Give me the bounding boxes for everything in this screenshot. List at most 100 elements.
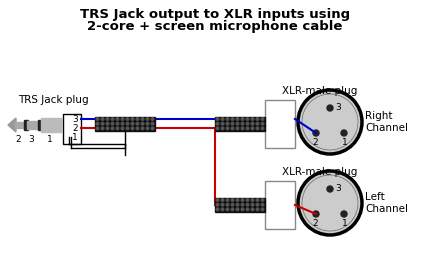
Circle shape: [221, 122, 224, 125]
Circle shape: [246, 199, 249, 201]
Circle shape: [261, 208, 264, 211]
Circle shape: [246, 118, 249, 120]
Bar: [63, 114, 81, 144]
Circle shape: [221, 208, 224, 211]
Circle shape: [256, 127, 259, 130]
Circle shape: [141, 127, 144, 130]
Circle shape: [298, 171, 362, 235]
Circle shape: [216, 118, 219, 120]
Circle shape: [246, 203, 249, 206]
Circle shape: [121, 127, 124, 130]
Circle shape: [226, 203, 229, 206]
Circle shape: [313, 211, 319, 217]
Circle shape: [251, 118, 254, 120]
Text: 3: 3: [335, 184, 341, 192]
Circle shape: [236, 208, 239, 211]
Text: 3: 3: [28, 135, 34, 144]
Circle shape: [261, 199, 264, 201]
Circle shape: [251, 203, 254, 206]
Circle shape: [116, 127, 119, 130]
Circle shape: [241, 122, 244, 125]
Circle shape: [106, 118, 109, 120]
Circle shape: [251, 199, 254, 201]
Circle shape: [236, 199, 239, 201]
Text: 2: 2: [15, 135, 21, 144]
Circle shape: [241, 199, 244, 201]
Circle shape: [251, 208, 254, 211]
Bar: [215, 198, 265, 212]
Circle shape: [141, 118, 144, 120]
Circle shape: [146, 122, 149, 125]
Circle shape: [261, 122, 264, 125]
Circle shape: [131, 127, 134, 130]
Text: 2-core + screen microphone cable: 2-core + screen microphone cable: [87, 20, 343, 33]
Circle shape: [327, 105, 333, 111]
Text: 2: 2: [312, 219, 318, 228]
Circle shape: [151, 118, 154, 120]
Circle shape: [256, 208, 259, 211]
Bar: [265, 100, 295, 148]
Circle shape: [126, 127, 129, 130]
Circle shape: [111, 122, 114, 125]
Circle shape: [341, 130, 347, 136]
Circle shape: [236, 122, 239, 125]
Bar: [265, 181, 295, 229]
Circle shape: [231, 127, 234, 130]
Circle shape: [298, 90, 362, 154]
Circle shape: [136, 122, 139, 125]
Circle shape: [327, 186, 333, 192]
Text: 3: 3: [72, 114, 78, 124]
Bar: [215, 117, 265, 131]
Polygon shape: [8, 118, 16, 132]
Circle shape: [261, 127, 264, 130]
Circle shape: [231, 199, 234, 201]
Circle shape: [126, 122, 129, 125]
Circle shape: [216, 208, 219, 211]
Circle shape: [241, 208, 244, 211]
Circle shape: [126, 118, 129, 120]
Text: 1: 1: [342, 138, 348, 147]
Circle shape: [96, 118, 99, 120]
Circle shape: [236, 118, 239, 120]
Circle shape: [151, 122, 154, 125]
Bar: [38, 120, 42, 130]
Circle shape: [146, 127, 149, 130]
Text: 2: 2: [72, 124, 78, 133]
Circle shape: [261, 203, 264, 206]
Circle shape: [226, 122, 229, 125]
Text: TRS Jack plug: TRS Jack plug: [18, 95, 89, 105]
Circle shape: [236, 127, 239, 130]
Circle shape: [256, 199, 259, 201]
Circle shape: [131, 118, 134, 120]
Circle shape: [256, 122, 259, 125]
Circle shape: [106, 122, 109, 125]
Circle shape: [96, 122, 99, 125]
Circle shape: [136, 118, 139, 120]
Text: XLR-male plug: XLR-male plug: [283, 167, 358, 177]
Circle shape: [221, 199, 224, 201]
Circle shape: [226, 208, 229, 211]
Circle shape: [106, 127, 109, 130]
Circle shape: [246, 208, 249, 211]
Circle shape: [236, 203, 239, 206]
Circle shape: [246, 127, 249, 130]
Circle shape: [151, 127, 154, 130]
Circle shape: [221, 127, 224, 130]
Circle shape: [256, 118, 259, 120]
Circle shape: [226, 127, 229, 130]
Text: TRS Jack output to XLR inputs using: TRS Jack output to XLR inputs using: [80, 8, 350, 21]
Circle shape: [231, 122, 234, 125]
Circle shape: [231, 208, 234, 211]
Bar: [24, 120, 28, 130]
Text: 2: 2: [312, 138, 318, 147]
Circle shape: [216, 203, 219, 206]
Circle shape: [146, 118, 149, 120]
Bar: [41, 118, 61, 132]
Text: 1: 1: [342, 219, 348, 228]
Circle shape: [221, 118, 224, 120]
Circle shape: [101, 122, 104, 125]
Bar: [95, 117, 155, 131]
Circle shape: [241, 127, 244, 130]
Circle shape: [101, 118, 104, 120]
Text: Right
Channel: Right Channel: [365, 111, 408, 133]
